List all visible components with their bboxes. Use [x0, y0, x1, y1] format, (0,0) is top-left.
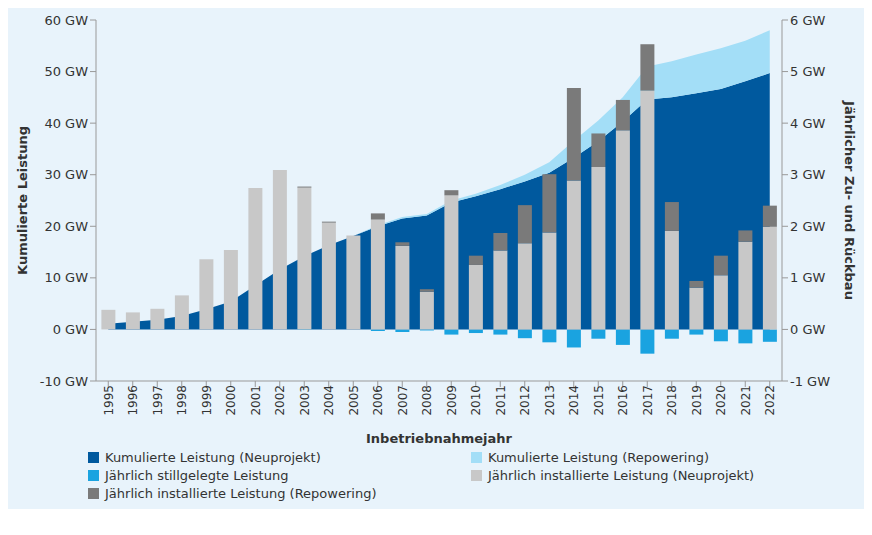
svg-text:2008: 2008	[420, 385, 434, 416]
svg-text:60 GW: 60 GW	[44, 13, 88, 28]
svg-text:10 GW: 10 GW	[44, 270, 88, 285]
svg-text:1 GW: 1 GW	[790, 270, 825, 285]
svg-text:1997: 1997	[151, 385, 165, 416]
svg-text:2013: 2013	[543, 385, 557, 416]
svg-text:5 GW: 5 GW	[790, 64, 825, 79]
svg-text:2018: 2018	[665, 385, 679, 416]
svg-text:2011: 2011	[494, 385, 508, 416]
svg-text:2001: 2001	[249, 385, 263, 416]
svg-text:-1 GW: -1 GW	[790, 374, 830, 389]
svg-text:2015: 2015	[592, 385, 606, 416]
svg-text:1995: 1995	[102, 385, 116, 416]
svg-text:3 GW: 3 GW	[790, 167, 825, 182]
svg-text:50 GW: 50 GW	[44, 64, 88, 79]
html-text:Jährlich installierte Leistung: Jährlich installierte Leistung (Neuproje…	[488, 468, 755, 483]
svg-text:2014: 2014	[567, 385, 581, 416]
html-text:Kumulierte Leistung (Neuprojek: Kumulierte Leistung (Neuprojekt)	[105, 450, 321, 465]
svg-text:1996: 1996	[126, 385, 140, 416]
svg-text:Inbetriebnahmejahr: Inbetriebnahmejahr	[366, 431, 513, 446]
svg-text:40 GW: 40 GW	[44, 116, 88, 131]
svg-text:2000: 2000	[224, 385, 238, 416]
svg-text:2016: 2016	[616, 385, 630, 416]
svg-text:1998: 1998	[175, 385, 189, 416]
svg-text:0 GW: 0 GW	[790, 322, 825, 337]
svg-text:Jährlicher Zu- und Rückbau: Jährlicher Zu- und Rückbau	[842, 100, 857, 300]
svg-text:Kumulierte Leistung: Kumulierte Leistung	[15, 126, 30, 275]
svg-text:2007: 2007	[396, 385, 410, 416]
svg-text:30 GW: 30 GW	[44, 167, 88, 182]
svg-text:0 GW: 0 GW	[53, 322, 88, 337]
svg-text:2 GW: 2 GW	[790, 219, 825, 234]
svg-text:4 GW: 4 GW	[790, 116, 825, 131]
svg-text:-10 GW: -10 GW	[40, 374, 88, 389]
html-text:Kumulierte Leistung (Repowerin: Kumulierte Leistung (Repowering)	[488, 450, 709, 465]
svg-text:2005: 2005	[347, 385, 361, 416]
svg-text:2020: 2020	[714, 385, 728, 416]
svg-text:1999: 1999	[200, 385, 214, 416]
svg-text:2002: 2002	[273, 385, 287, 416]
svg-text:20 GW: 20 GW	[44, 219, 88, 234]
svg-text:2003: 2003	[298, 385, 312, 416]
html-text:Jährlich installierte Leistung: Jährlich installierte Leistung (Repoweri…	[105, 486, 377, 501]
svg-text:2017: 2017	[641, 385, 655, 416]
svg-text:2009: 2009	[445, 385, 459, 416]
svg-text:2004: 2004	[322, 385, 336, 416]
svg-text:2010: 2010	[469, 385, 483, 416]
svg-text:2022: 2022	[763, 385, 777, 416]
html-text:Jährlich stillgelegte Leistung: Jährlich stillgelegte Leistung	[105, 468, 289, 483]
svg-text:6 GW: 6 GW	[790, 13, 825, 28]
svg-text:2019: 2019	[690, 385, 704, 416]
svg-text:2021: 2021	[739, 385, 753, 416]
svg-text:2012: 2012	[518, 385, 532, 416]
svg-text:2006: 2006	[371, 385, 385, 416]
